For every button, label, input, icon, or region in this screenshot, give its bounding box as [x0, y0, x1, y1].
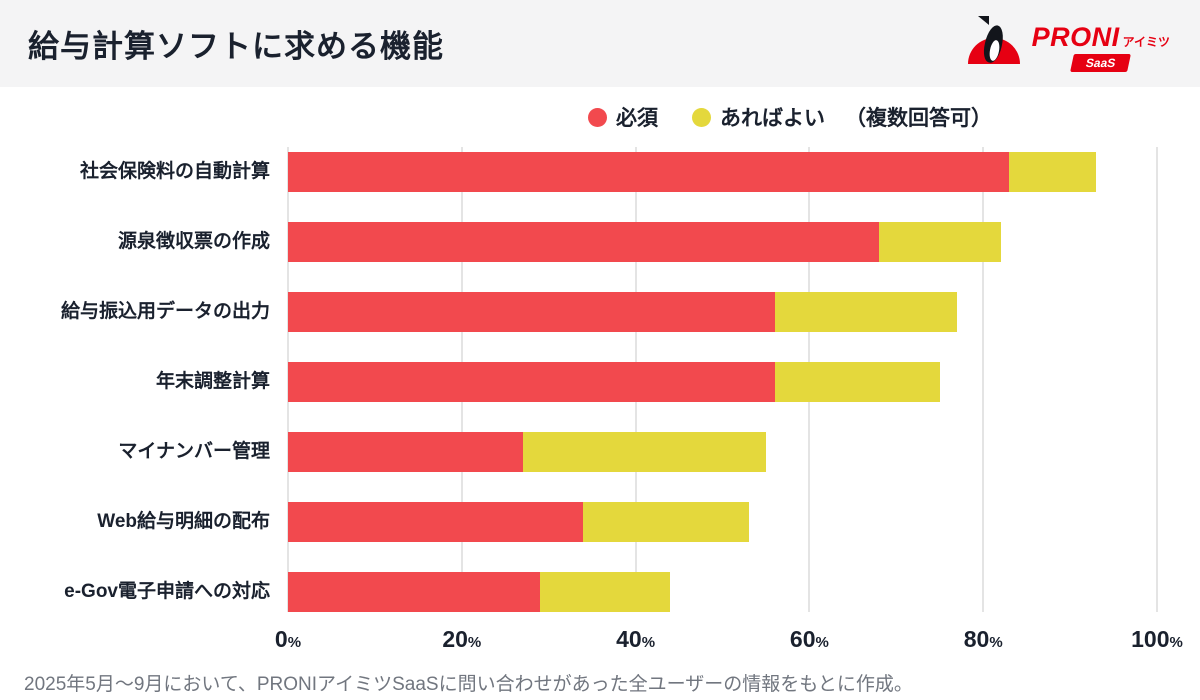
- category-label: Web給与明細の配布: [97, 511, 270, 532]
- bar-track: [288, 292, 1157, 332]
- logo-saas-badge: SaaS: [1070, 54, 1132, 72]
- bar-row: Web給与明細の配布: [0, 502, 1157, 542]
- logo-proni-text: PRONI: [1031, 22, 1120, 52]
- bar-segment-nice-to-have: [878, 222, 1001, 262]
- x-tick-label: 60%: [789, 626, 829, 652]
- legend-dot-icon: [588, 107, 607, 127]
- logo-aimitsu-text: アイミツ: [1122, 35, 1170, 50]
- legend-label: あればよい: [720, 107, 825, 130]
- bar-segment-required: [288, 362, 775, 402]
- bar-rows: 社会保険料の自動計算源泉徴収票の作成給与振込用データの出力年末調整計算マイナンバ…: [0, 152, 1200, 612]
- bar-track: [288, 152, 1157, 192]
- bar-track: [288, 222, 1157, 262]
- bar-segment-required: [288, 432, 523, 472]
- bar-track: [288, 362, 1157, 402]
- plot: 社会保険料の自動計算源泉徴収票の作成給与振込用データの出力年末調整計算マイナンバ…: [0, 147, 1200, 612]
- header: 給与計算ソフトに求める機能 PRONI アイミツ SaaS: [0, 0, 1200, 87]
- category-label: e-Gov電子申請への対応: [64, 581, 270, 602]
- bar-segment-required: [288, 292, 775, 332]
- gridline: [1156, 147, 1158, 612]
- bar-track: [288, 572, 1157, 612]
- footnote: 2025年5月〜9月において、PRONIアイミツSaaSに問い合わせがあった全ユ…: [24, 674, 913, 695]
- category-label: 社会保険料の自動計算: [79, 161, 270, 182]
- category-label: 源泉徴収票の作成: [117, 231, 270, 252]
- penguin-beak-shape: [977, 16, 989, 25]
- bar-row: 給与振込用データの出力: [0, 292, 1157, 332]
- x-tick-label: 0%: [274, 626, 302, 652]
- bar-segment-nice-to-have: [774, 362, 940, 402]
- x-tick-label: 80%: [963, 626, 1003, 652]
- bar-row: マイナンバー管理: [0, 432, 1157, 472]
- legend-item: あればよい: [692, 102, 825, 132]
- bar-segment-required: [288, 222, 879, 262]
- bar-segment-nice-to-have: [774, 292, 958, 332]
- bar-row: 年末調整計算: [0, 362, 1157, 402]
- bar-row: e-Gov電子申請への対応: [0, 572, 1157, 612]
- x-tick-label: 40%: [616, 626, 656, 652]
- chart-area: 必須 あればよい （複数回答可） 社会保険料の自動計算源泉徴収票の作成給与振込用デー…: [0, 101, 1200, 696]
- legend-item: 必須: [588, 102, 658, 132]
- chart-legend: 必須 あればよい （複数回答可）: [588, 101, 1200, 133]
- penguin-logo-icon: [967, 15, 1026, 67]
- bar-row: 社会保険料の自動計算: [0, 152, 1157, 192]
- bar-track: [288, 432, 1157, 472]
- page-title: 給与計算ソフトに求める機能: [28, 29, 444, 64]
- brand-logo: PRONI アイミツ SaaS: [967, 15, 1178, 72]
- bar-segment-required: [288, 502, 584, 542]
- logo-text: PRONI アイミツ SaaS: [1032, 24, 1170, 72]
- x-axis: 0% 20% 40% 60% 80% 100%: [275, 622, 1183, 660]
- legend-dot-icon: [692, 107, 711, 127]
- x-tick-label: 20%: [442, 626, 482, 652]
- category-label: 給与振込用データの出力: [60, 301, 270, 322]
- x-tick-label: 100%: [1131, 626, 1183, 652]
- category-label: マイナンバー管理: [118, 441, 270, 462]
- category-label: 年末調整計算: [155, 371, 270, 392]
- bar-track: [288, 502, 1157, 542]
- bar-segment-nice-to-have: [522, 432, 766, 472]
- legend-label: 必須: [616, 107, 658, 130]
- bar-segment-nice-to-have: [1009, 152, 1097, 192]
- bar-segment-nice-to-have: [583, 502, 749, 542]
- bar-segment-nice-to-have: [540, 572, 671, 612]
- bar-segment-required: [288, 572, 540, 612]
- legend-note: （複数回答可）: [845, 107, 992, 130]
- bar-row: 源泉徴収票の作成: [0, 222, 1157, 262]
- bar-segment-required: [288, 152, 1010, 192]
- gridline: [982, 147, 985, 612]
